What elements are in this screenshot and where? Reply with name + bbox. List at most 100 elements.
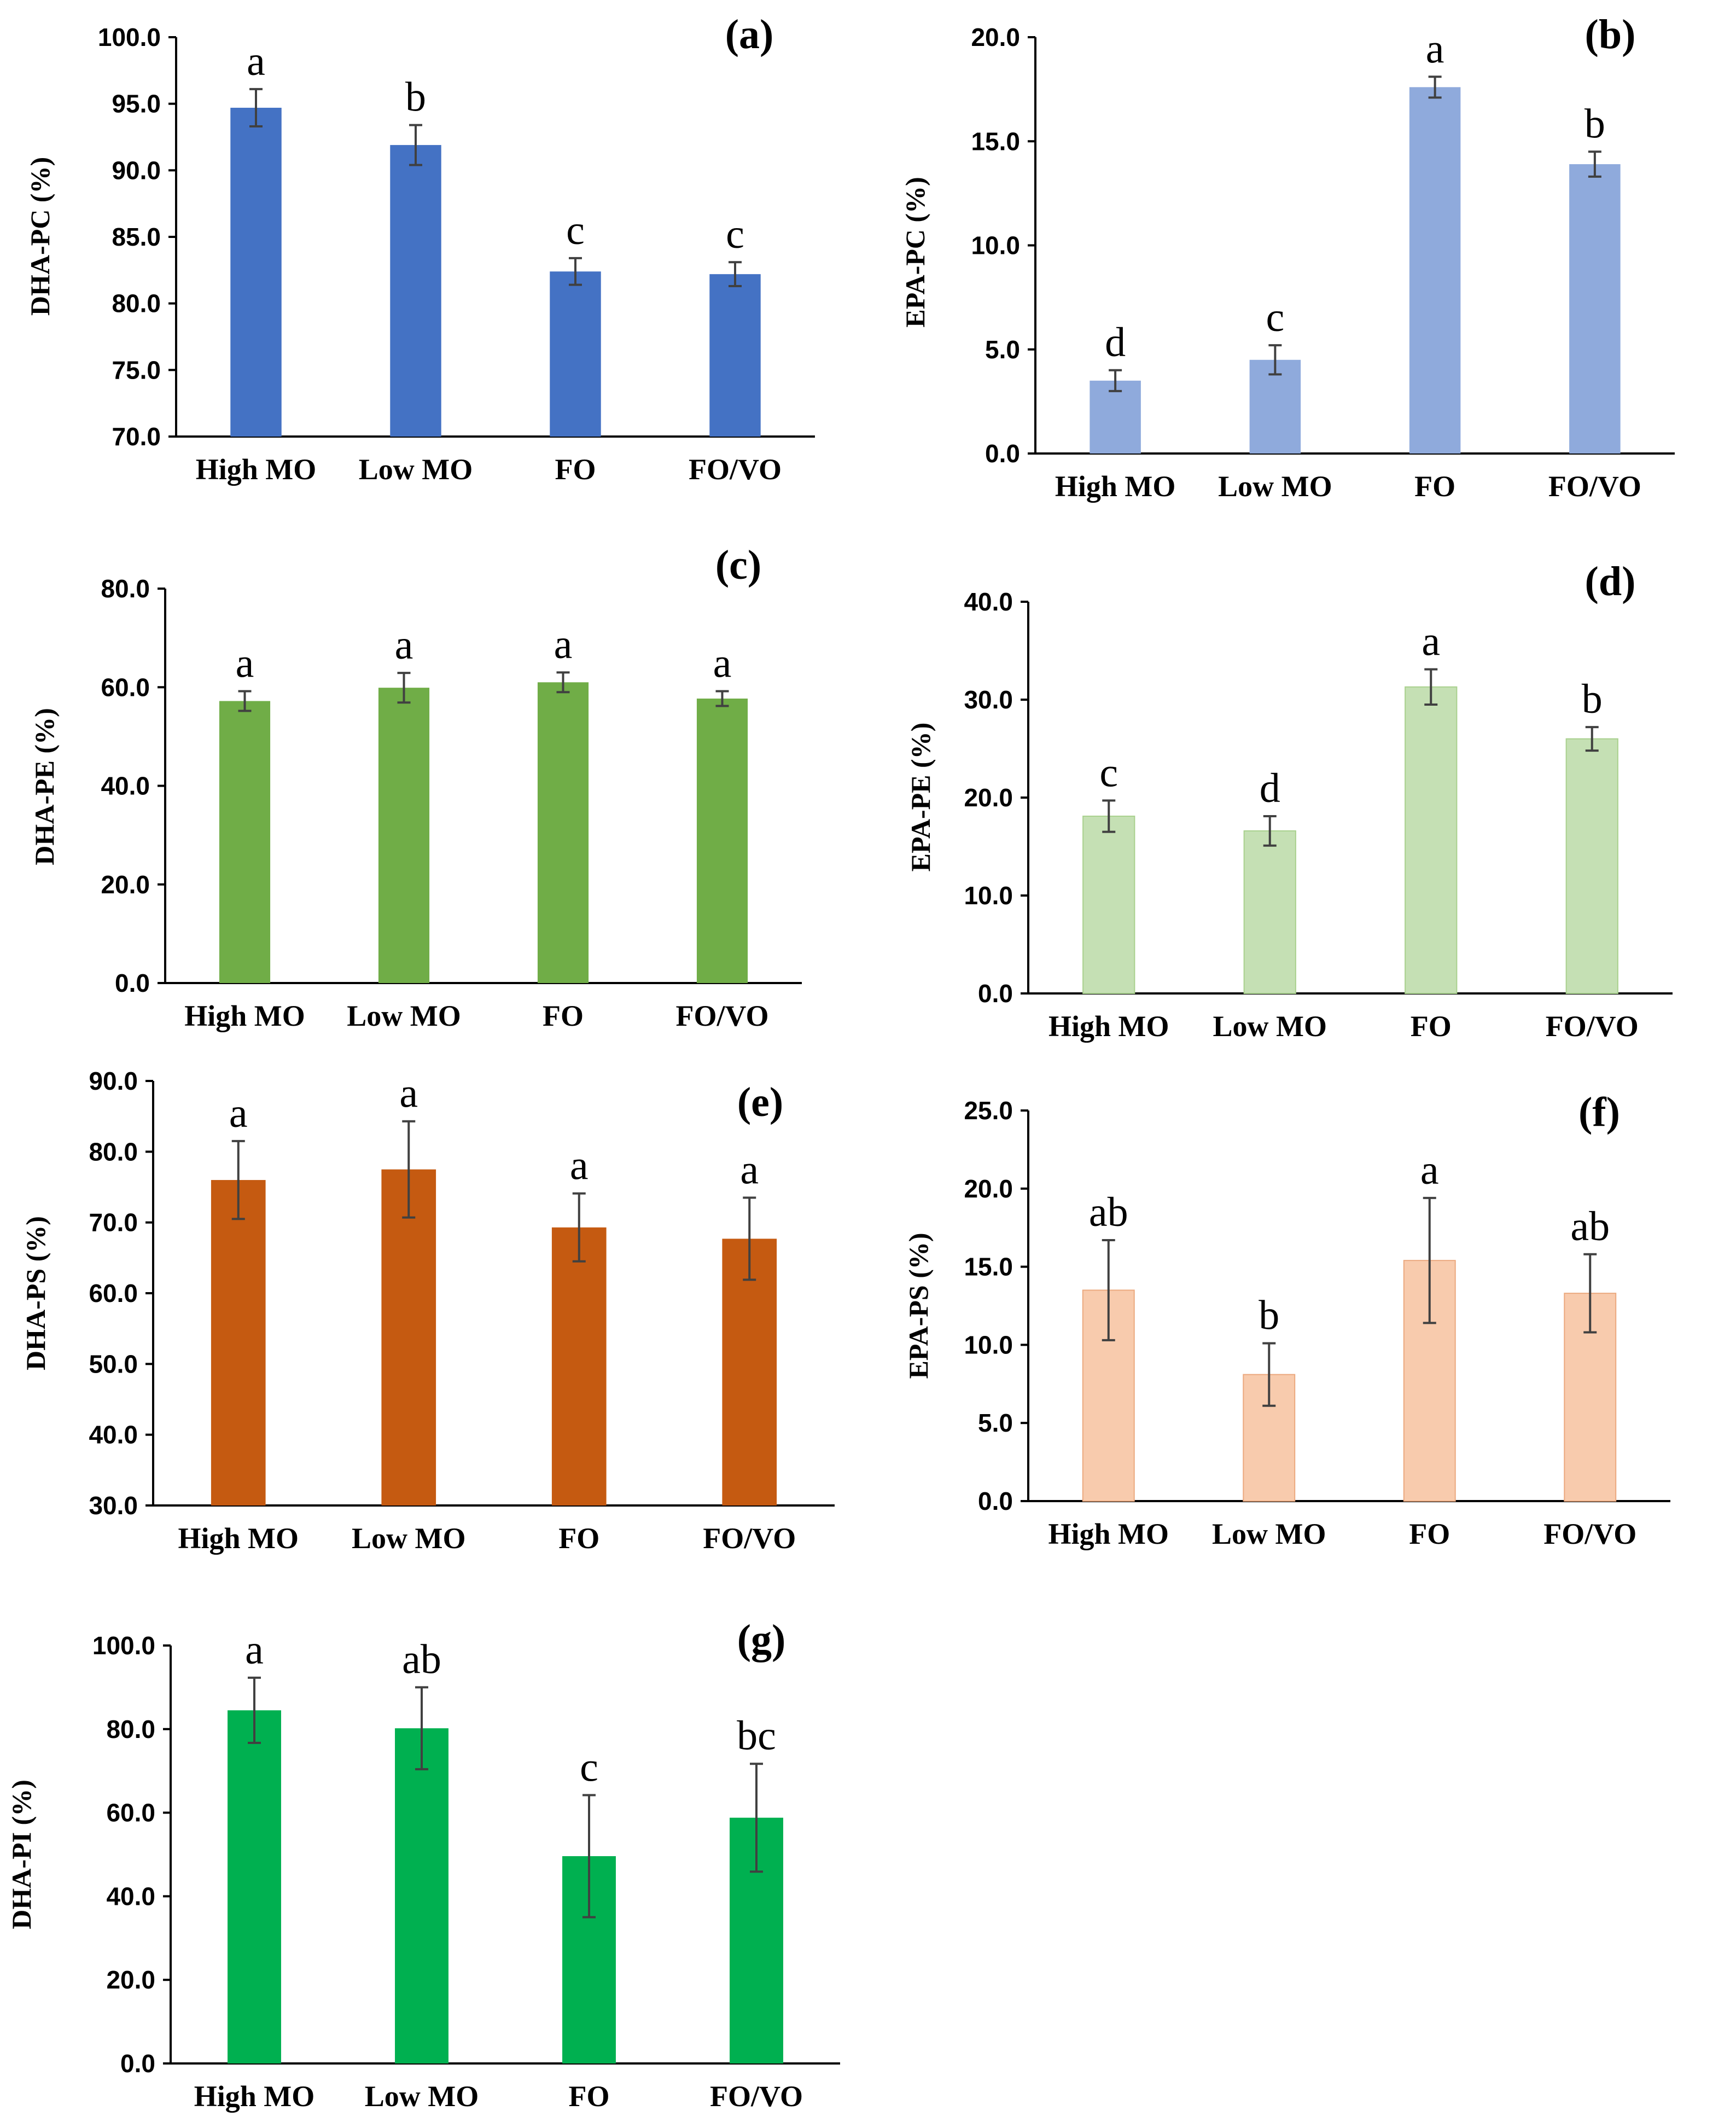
bar-high-mo xyxy=(219,701,271,983)
x-category-label: FO xyxy=(1414,470,1455,503)
bar-high-mo xyxy=(1090,380,1141,453)
bar-low-mo xyxy=(390,145,441,437)
x-category-label: High MO xyxy=(1055,470,1176,503)
bar-fo-vo xyxy=(722,1239,777,1505)
y-tick-label: 10.0 xyxy=(964,1330,1013,1359)
y-tick-label: 95.0 xyxy=(112,90,161,118)
y-tick-label: 20.0 xyxy=(106,1966,155,1994)
panel-label: (g) xyxy=(737,1617,786,1662)
bar-fo-vo xyxy=(1565,738,1618,994)
x-category-label: FO xyxy=(543,999,584,1032)
bar-fo xyxy=(550,271,601,437)
y-tick-label: 40.0 xyxy=(964,588,1013,616)
x-category-label: FO xyxy=(1411,1010,1452,1043)
y-axis-title: DHA-PE (%) xyxy=(29,708,60,865)
significance-label: b xyxy=(1259,1293,1279,1339)
y-tick-label: 40.0 xyxy=(101,772,150,800)
y-tick-label: 80.0 xyxy=(106,1715,155,1743)
significance-label: a xyxy=(570,1143,589,1189)
y-tick-label: 0.0 xyxy=(978,1487,1013,1515)
panel-label: (e) xyxy=(737,1079,783,1125)
bar-low-mo xyxy=(1243,830,1296,994)
bar-low-mo xyxy=(381,1169,436,1505)
significance-label: a xyxy=(1426,26,1444,72)
y-tick-label: 80.0 xyxy=(89,1137,138,1166)
x-category-label: Low MO xyxy=(1212,1517,1326,1550)
x-category-label: FO xyxy=(1409,1517,1450,1550)
x-category-label: FO xyxy=(569,2080,610,2113)
y-tick-label: 100.0 xyxy=(98,23,161,51)
y-tick-label: 40.0 xyxy=(89,1421,138,1449)
y-tick-label: 50.0 xyxy=(89,1350,138,1378)
y-tick-label: 20.0 xyxy=(964,1175,1013,1203)
x-category-label: High MO xyxy=(184,999,305,1032)
x-category-label: High MO xyxy=(1048,1517,1169,1550)
significance-label: a xyxy=(740,1147,759,1193)
x-category-label: FO/VO xyxy=(1548,470,1641,503)
y-tick-label: 20.0 xyxy=(971,23,1020,51)
y-tick-label: 20.0 xyxy=(101,870,150,899)
significance-label: a xyxy=(229,1090,248,1136)
y-tick-label: 25.0 xyxy=(964,1096,1013,1125)
y-tick-label: 10.0 xyxy=(971,231,1020,260)
significance-label: c xyxy=(1099,749,1118,795)
significance-label: b xyxy=(1584,101,1605,147)
significance-label: a xyxy=(554,621,573,667)
significance-label: a xyxy=(236,640,254,686)
significance-label: a xyxy=(713,640,732,686)
significance-label: ab xyxy=(1089,1189,1128,1235)
panel-label: (d) xyxy=(1585,559,1636,604)
y-tick-label: 0.0 xyxy=(978,979,1013,1008)
panel-c: 0.0 20.0 40.0 60.0 80.0 DHA-PE (%) (c) a High MO… xyxy=(29,542,802,1032)
x-category-label: FO/VO xyxy=(676,999,769,1032)
significance-label: c xyxy=(1266,294,1285,340)
significance-label: c xyxy=(566,207,585,253)
x-category-label: Low MO xyxy=(365,2080,479,2113)
y-tick-label: 70.0 xyxy=(89,1208,138,1237)
panel-b: 0.0 5.0 10.0 15.0 20.0 EPA-PC (%) (b) d High MO c… xyxy=(900,11,1675,503)
y-tick-label: 40.0 xyxy=(106,1882,155,1910)
bar-fo xyxy=(537,682,589,983)
y-tick-label: 30.0 xyxy=(964,685,1013,714)
bar-fo xyxy=(551,1227,607,1505)
y-tick-label: 90.0 xyxy=(89,1067,138,1095)
significance-label: c xyxy=(726,211,744,257)
panel-e: 30.0 40.0 50.0 60.0 70.0 80.0 90.0 DHA-PS (%) (e… xyxy=(20,1067,835,1555)
significance-label: c xyxy=(580,1745,598,1790)
x-category-label: Low MO xyxy=(1213,1010,1327,1043)
x-category-label: FO/VO xyxy=(1546,1010,1639,1043)
bar-fo-vo xyxy=(1569,164,1621,454)
x-category-label: High MO xyxy=(178,1522,299,1555)
significance-label: a xyxy=(395,622,413,668)
y-tick-label: 60.0 xyxy=(89,1279,138,1307)
x-category-label: FO xyxy=(555,453,596,486)
y-tick-label: 60.0 xyxy=(106,1799,155,1827)
x-category-label: FO/VO xyxy=(710,2080,803,2113)
panel-label: (a) xyxy=(725,11,774,57)
bar-fo-vo xyxy=(709,274,761,437)
x-category-label: Low MO xyxy=(1218,470,1332,503)
bar-low-mo xyxy=(395,1728,448,2063)
panel-label: (c) xyxy=(715,542,761,588)
y-tick-label: 60.0 xyxy=(101,673,150,701)
bar-fo-vo xyxy=(696,698,748,983)
significance-label: ab xyxy=(1570,1203,1610,1249)
y-tick-label: 0.0 xyxy=(115,969,150,997)
y-tick-label: 100.0 xyxy=(92,1631,155,1660)
panel-g: 0.0 20.0 40.0 60.0 80.0 100.0 DHA-PI (%) (g) a Hi… xyxy=(6,1617,840,2113)
panel-d: 0.0 10.0 20.0 30.0 40.0 EPA-PE (%) (d) c High MO… xyxy=(905,559,1673,1043)
bar-high-mo xyxy=(228,1710,281,2063)
bar-high-mo xyxy=(211,1180,266,1505)
panel-label: (b) xyxy=(1585,11,1636,57)
y-tick-label: 80.0 xyxy=(112,289,161,318)
y-tick-label: 10.0 xyxy=(964,881,1013,910)
significance-label: a xyxy=(245,1627,264,1673)
y-axis-title: DHA-PC (%) xyxy=(25,157,55,316)
x-category-label: FO/VO xyxy=(1543,1517,1636,1550)
bar-fo xyxy=(1409,87,1461,453)
panel-label: (f) xyxy=(1578,1089,1620,1135)
significance-label: b xyxy=(1582,676,1603,722)
significance-label: ab xyxy=(402,1636,441,1682)
